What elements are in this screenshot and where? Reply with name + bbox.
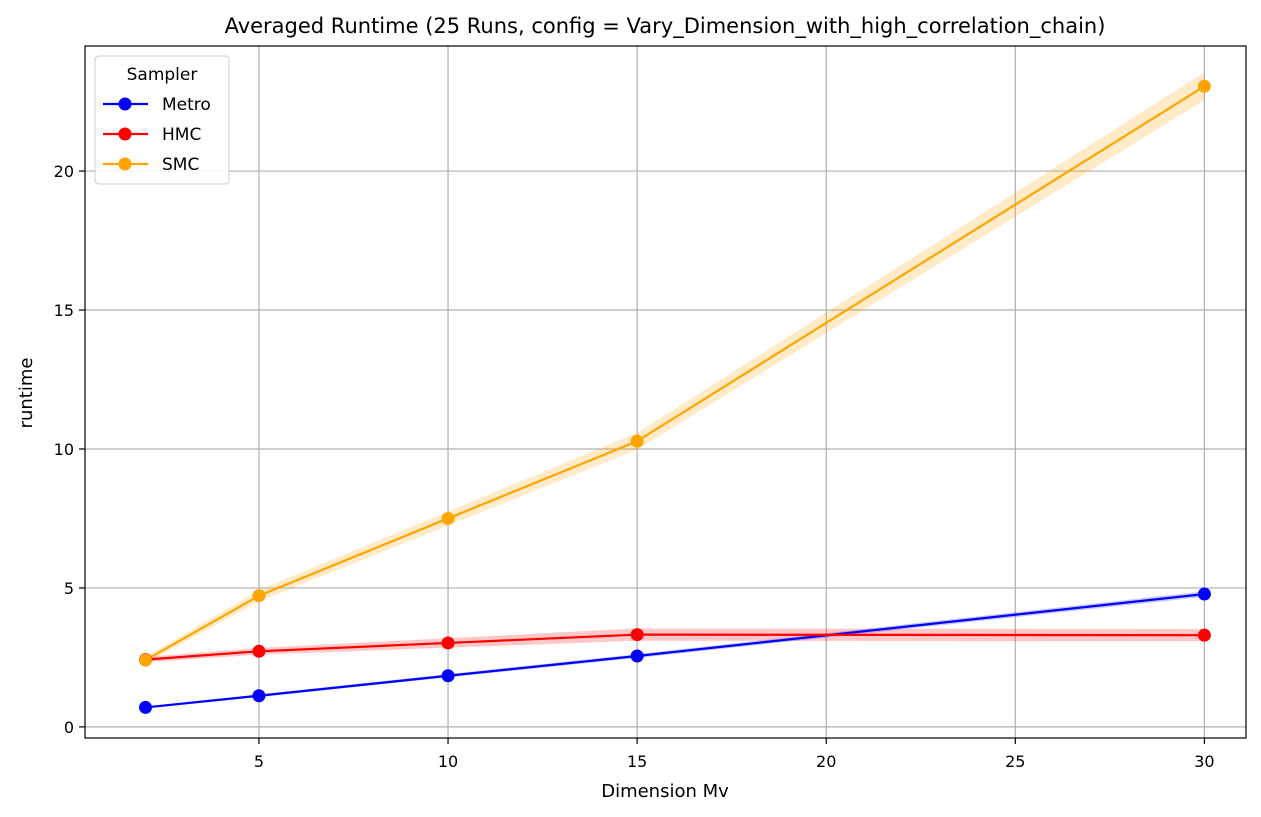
grid-lines: [85, 46, 1246, 738]
legend: Sampler Metro HMC SMC: [94, 55, 230, 185]
legend-smc-marker: [118, 157, 132, 171]
hmc-point: [441, 636, 455, 650]
metro-point: [139, 700, 153, 714]
x-tick-label: 25: [1005, 752, 1025, 771]
y-tick-label: 5: [64, 579, 74, 598]
smc-point: [1197, 79, 1211, 93]
y-tick-label: 10: [54, 440, 74, 459]
hmc-band: [145, 628, 1205, 663]
hmc-point: [252, 644, 266, 658]
legend-smc-label: SMC: [162, 155, 199, 175]
metro-point: [1197, 587, 1211, 601]
confidence-bands: [145, 72, 1205, 709]
legend-box: [94, 55, 230, 185]
x-tick-label: 10: [438, 752, 458, 771]
legend-hmc-label: HMC: [162, 125, 201, 145]
metro-point: [252, 689, 266, 703]
metro-point: [630, 649, 644, 663]
smc-band: [145, 72, 1205, 664]
y-tick-label: 15: [54, 301, 74, 320]
series-points: [139, 79, 1211, 714]
x-tick-label: 15: [627, 752, 647, 771]
y-axis-label: runtime: [16, 358, 37, 429]
x-axis-ticks: 5 10 15 20 25 30: [254, 738, 1215, 771]
hmc-point: [1197, 628, 1211, 642]
x-axis-label: Dimension Mv: [601, 781, 729, 802]
x-tick-label: 30: [1194, 752, 1214, 771]
x-tick-label: 20: [816, 752, 836, 771]
legend-hmc-marker: [118, 127, 132, 141]
smc-point: [139, 653, 153, 667]
x-tick-label: 5: [254, 752, 264, 771]
y-tick-label: 20: [54, 162, 74, 181]
smc-point: [630, 434, 644, 448]
plot-frame: [84, 45, 1247, 739]
smc-point: [441, 511, 455, 525]
smc-point: [252, 589, 266, 603]
chart-title: Averaged Runtime (25 Runs, config = Vary…: [225, 14, 1106, 39]
legend-metro-label: Metro: [162, 95, 211, 115]
hmc-point: [630, 628, 644, 642]
y-tick-label: 0: [64, 718, 74, 737]
legend-metro-marker: [118, 97, 132, 111]
y-axis-ticks: 0 5 10 15 20: [54, 162, 85, 737]
metro-point: [441, 669, 455, 683]
legend-title: Sampler: [127, 65, 198, 85]
